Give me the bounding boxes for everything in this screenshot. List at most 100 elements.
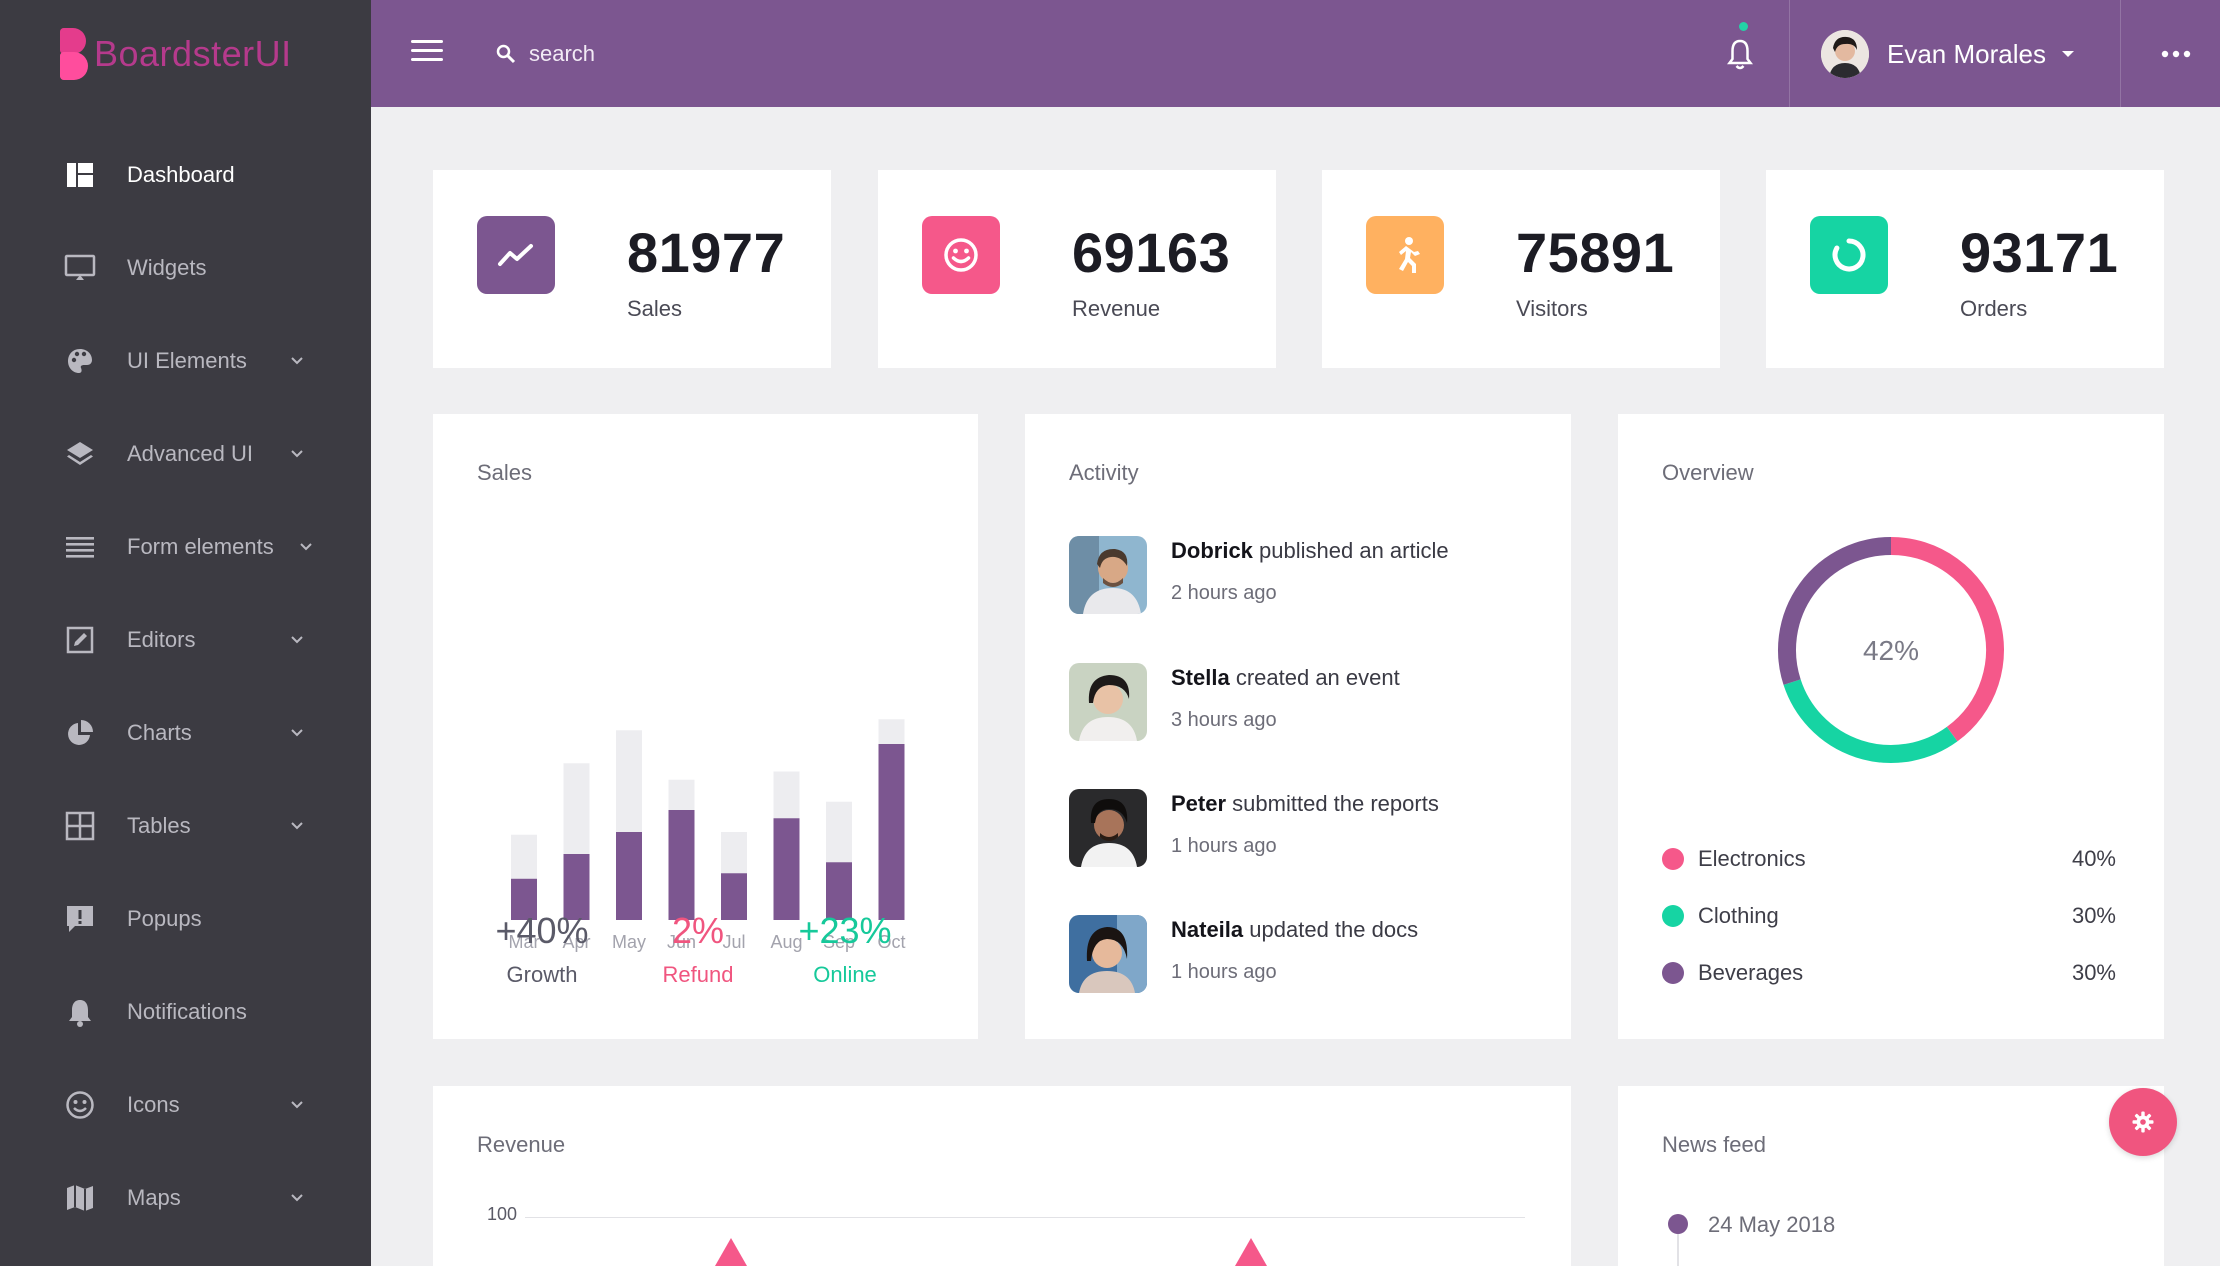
activity-item[interactable]: Stella created an event 3 hours ago — [1069, 663, 1549, 743]
news-date: 24 May 2018 — [1708, 1212, 1836, 1237]
bar-apr[interactable] — [563, 854, 590, 920]
sidebar-item-notifications[interactable]: Notifications — [0, 965, 371, 1058]
x-tick-label: Jul — [722, 932, 745, 952]
bar-jul[interactable] — [721, 873, 747, 920]
sidebar-item-ui-elements[interactable]: UI Elements — [0, 314, 371, 407]
activity-text: Peter submitted the reports — [1171, 791, 1439, 817]
overview-card: Overview 42% Electronics 40% Clothing 30… — [1618, 414, 2164, 1039]
stat-card-visitors: 75891 Visitors — [1322, 170, 1720, 368]
notification-bell-icon[interactable] — [1724, 36, 1756, 72]
bar-aug[interactable] — [773, 818, 800, 920]
sidebar-item-label: Icons — [127, 1091, 180, 1117]
sidebar-item-advanced-ui[interactable]: Advanced UI — [0, 407, 371, 500]
sidebar-item-dashboard[interactable]: Dashboard — [0, 128, 371, 221]
legend-item: Clothing 30% — [1662, 901, 2116, 931]
sidebar-item-label: Dashboard — [127, 161, 235, 187]
gear-icon — [2132, 1111, 2154, 1133]
brand-logo[interactable]: BoardsterUI — [60, 26, 292, 82]
activity-time: 2 hours ago — [1171, 582, 1277, 604]
activity-action: published an article — [1259, 538, 1449, 563]
donut-slice-electronics[interactable] — [1890, 537, 2004, 742]
stat-card-orders: 93171 Orders — [1766, 170, 2164, 368]
sidebar-item-popups[interactable]: Popups — [0, 872, 371, 965]
activity-item[interactable]: Dobrick published an article 2 hours ago — [1069, 536, 1549, 616]
sidebar-item-label: Form elements — [127, 533, 274, 559]
activity-item[interactable]: Peter submitted the reports 1 hours ago — [1069, 789, 1549, 869]
bar-sep[interactable] — [826, 862, 852, 920]
search-input[interactable] — [529, 41, 829, 67]
user-menu[interactable]: Evan Morales — [1821, 28, 2076, 80]
chevron-down-icon — [291, 449, 303, 457]
avatar — [1069, 789, 1147, 867]
sales-metric-online: +23% Online — [780, 910, 910, 988]
stat-card-revenue: 69163 Revenue — [878, 170, 1276, 368]
brand-name: BoardsterUI — [94, 33, 292, 74]
card-title: Sales — [477, 460, 533, 485]
card-title: Overview — [1662, 460, 1754, 485]
user-name: Evan Morales — [1887, 38, 2046, 69]
sidebar-item-widgets[interactable]: Widgets — [0, 221, 371, 314]
sales-metric-refund: 2% Refund — [633, 910, 763, 988]
x-tick-label: Mar — [509, 932, 540, 952]
sidebar-item-editors[interactable]: Editors — [0, 593, 371, 686]
timeline-line — [1677, 1234, 1679, 1266]
settings-fab[interactable] — [2109, 1088, 2177, 1156]
sidebar: BoardsterUI Dashboard Widgets UI Element… — [0, 0, 371, 1266]
bell-icon — [64, 996, 96, 1028]
caret-down-icon — [2061, 51, 2074, 57]
sidebar-item-form-elements[interactable]: Form elements — [0, 500, 371, 593]
monitor-icon — [64, 252, 96, 284]
bar-background-jun — [668, 779, 695, 810]
activity-time: 3 hours ago — [1171, 709, 1277, 731]
menu-toggle-icon[interactable] — [411, 40, 443, 66]
layers-icon — [64, 438, 96, 470]
donut-slice-clothing[interactable] — [1783, 679, 1958, 763]
newsfeed-card: News feed 24 May 2018 — [1618, 1086, 2164, 1266]
chevron-down-icon — [291, 356, 303, 364]
pie-chart-icon — [64, 717, 96, 749]
activity-item[interactable]: Nateila updated the docs 1 hours ago — [1069, 915, 1549, 995]
sidebar-item-icons[interactable]: Icons — [0, 1058, 371, 1151]
bar-oct[interactable] — [878, 744, 905, 920]
sidebar-item-label: Tables — [127, 812, 191, 838]
legend-name: Beverages — [1698, 960, 1804, 985]
stat-value: 81977 — [627, 221, 786, 284]
trend-up-icon — [498, 244, 533, 266]
x-tick-label: Apr — [562, 932, 590, 952]
activity-text: Nateila updated the docs — [1171, 917, 1418, 943]
bar-may[interactable] — [616, 832, 642, 920]
metric-label: Refund — [662, 962, 734, 987]
donut-center-label: 42% — [1863, 635, 1919, 666]
revenue-card: Revenue 100 — [433, 1086, 1571, 1266]
stat-value: 69163 — [1072, 221, 1231, 284]
card-title: Activity — [1069, 460, 1139, 485]
sidebar-item-label: Charts — [127, 719, 192, 745]
notification-dot — [1739, 22, 1748, 31]
x-tick-label: May — [612, 932, 646, 952]
search-box — [495, 34, 829, 74]
revenue-peak-marker — [1235, 1238, 1267, 1266]
chevron-down-icon — [291, 635, 303, 643]
sidebar-item-label: Advanced UI — [127, 440, 253, 466]
ring-icon — [1832, 238, 1866, 272]
x-tick-label: Oct — [877, 932, 905, 952]
bar-mar[interactable] — [511, 878, 537, 920]
sidebar-item-maps[interactable]: Maps — [0, 1151, 371, 1244]
more-options-icon[interactable] — [2161, 48, 2191, 60]
metric-label: Online — [813, 962, 877, 987]
donut-slice-beverages[interactable] — [1778, 537, 1892, 685]
x-tick-label: Sep — [823, 932, 855, 952]
legend-pct: 30% — [2071, 960, 2116, 985]
alert-message-icon — [64, 903, 96, 935]
stat-icon-box — [1366, 216, 1444, 294]
search-icon — [496, 44, 516, 64]
sidebar-item-label: Widgets — [127, 254, 207, 280]
list-icon — [64, 531, 96, 563]
legend-item: Beverages 30% — [1662, 958, 2116, 988]
bar-jun[interactable] — [668, 810, 695, 920]
dashboard-icon — [64, 159, 96, 191]
revenue-axis-label: 100 — [487, 1204, 518, 1224]
sidebar-item-tables[interactable]: Tables — [0, 779, 371, 872]
legend-pct: 30% — [2071, 903, 2116, 928]
sidebar-item-charts[interactable]: Charts — [0, 686, 371, 779]
